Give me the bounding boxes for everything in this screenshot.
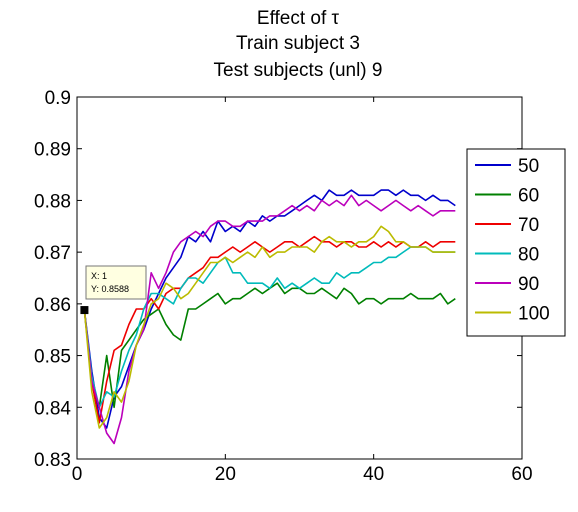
axis-ticks: 0.83 0.84 0.85 0.86 0.87 0.88 0.89 0.9 0 20 40 60 — [34, 88, 533, 485]
x-tick-label: 60 — [511, 464, 532, 485]
y-tick-label: 0.9 — [45, 88, 71, 109]
legend-label-60: 60 — [518, 186, 539, 207]
y-tick-label: 0.83 — [34, 450, 71, 471]
series-lines — [83, 189, 456, 445]
data-tip-marker[interactable] — [80, 306, 89, 315]
data-tip-x-text: X: 1 — [91, 271, 107, 281]
y-tick-label: 0.89 — [34, 140, 71, 161]
data-tip-box — [85, 265, 147, 300]
series-line-50 — [83, 189, 456, 429]
legend-label-50: 50 — [518, 156, 539, 177]
series-line-80 — [83, 246, 456, 409]
chart-title-line-1: Effect of τ — [257, 8, 340, 29]
series-line-90 — [83, 194, 456, 445]
x-tick-label: 40 — [363, 464, 384, 485]
y-tick-label: 0.88 — [34, 191, 71, 212]
chart-title-line-3: Test subjects (unl) 9 — [214, 60, 383, 81]
legend-label-90: 90 — [518, 274, 539, 295]
x-tick-label: 20 — [215, 464, 236, 485]
data-tip-y-text: Y: 0.8588 — [91, 284, 129, 294]
series-line-100 — [83, 225, 456, 429]
data-tip[interactable]: X: 1 Y: 0.8588 — [80, 265, 147, 315]
legend: 50 60 70 80 90 100 — [466, 148, 566, 337]
y-tick-label: 0.87 — [34, 243, 71, 264]
y-tick-label: 0.84 — [34, 398, 71, 419]
legend-label-100: 100 — [518, 304, 550, 325]
y-tick-label: 0.86 — [34, 295, 71, 316]
x-tick-label: 0 — [72, 464, 83, 485]
chart-title-line-2: Train subject 3 — [236, 33, 360, 54]
y-tick-label: 0.85 — [34, 347, 71, 368]
legend-box — [466, 148, 566, 337]
legend-label-80: 80 — [518, 245, 539, 266]
legend-label-70: 70 — [518, 215, 539, 236]
